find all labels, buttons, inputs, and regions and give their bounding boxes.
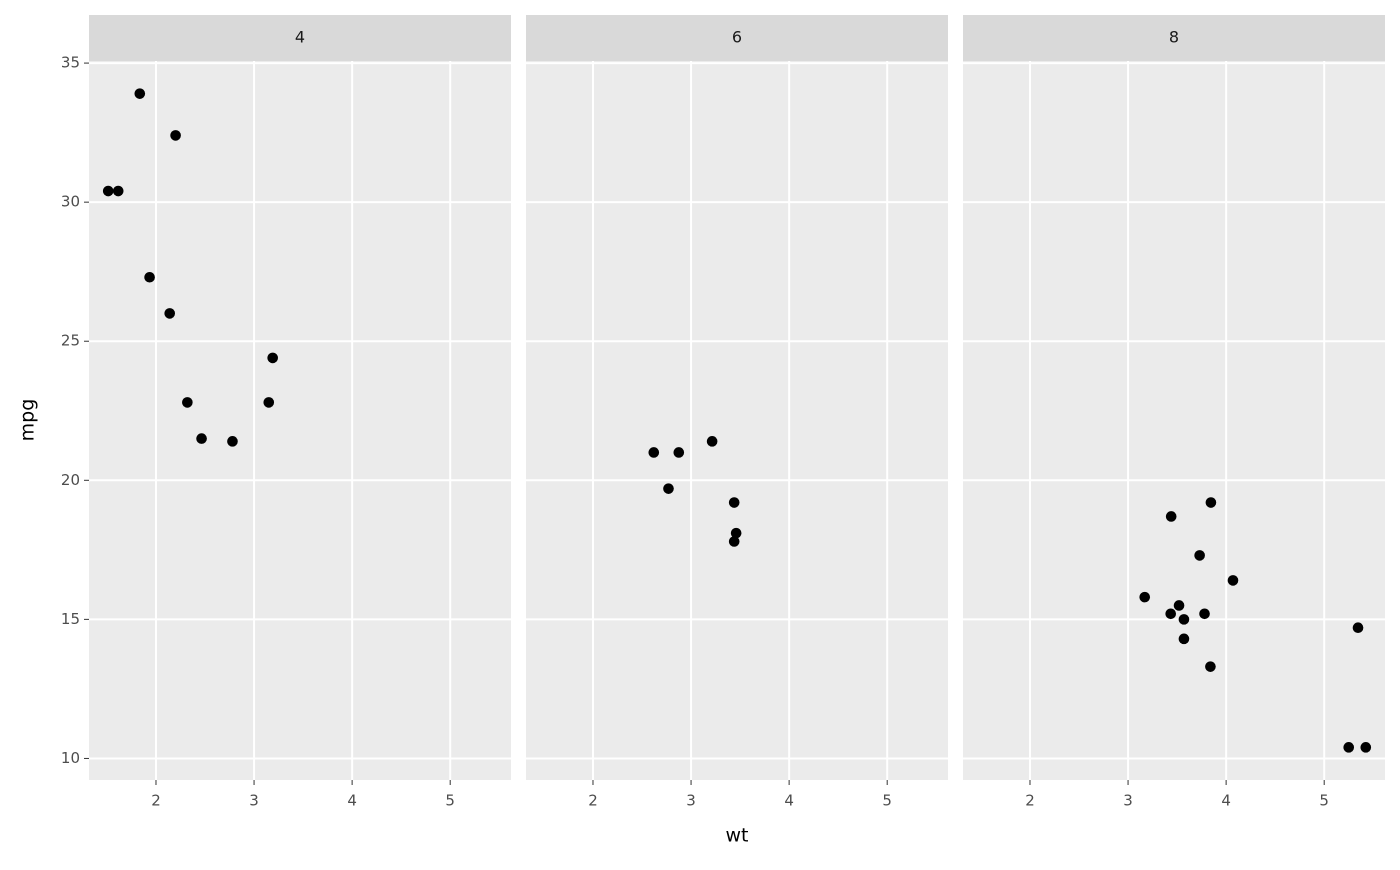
x-tick-label: 5 — [445, 792, 455, 810]
x-axis-title: wt — [726, 825, 749, 847]
x-tick-label: 3 — [249, 792, 259, 810]
point — [196, 433, 207, 444]
point — [1173, 600, 1185, 611]
point — [1178, 633, 1190, 645]
point — [730, 527, 742, 539]
point — [728, 536, 740, 547]
y-tick-label: 30 — [61, 193, 80, 211]
y-tick-label: 15 — [61, 610, 80, 628]
x-tick-label: 5 — [1319, 792, 1329, 810]
point — [144, 271, 155, 283]
point — [1205, 661, 1216, 672]
strip — [89, 15, 511, 61]
strip — [963, 15, 1385, 61]
panel — [963, 61, 1385, 780]
point — [673, 447, 685, 458]
x-tick-label: 2 — [151, 792, 161, 810]
point — [263, 397, 275, 408]
point — [1205, 497, 1217, 508]
y-tick-label: 25 — [61, 332, 80, 350]
strip-label: 4 — [295, 28, 305, 47]
y-tick-label: 20 — [61, 471, 80, 489]
y-tick-label: 10 — [61, 749, 80, 767]
x-tick-label: 3 — [1123, 792, 1133, 810]
point — [663, 483, 674, 494]
strip-label: 8 — [1169, 28, 1179, 47]
point — [706, 436, 718, 447]
point — [1194, 550, 1205, 561]
point — [182, 397, 193, 408]
point — [164, 308, 176, 319]
point — [1199, 608, 1210, 620]
point — [112, 185, 124, 197]
strip-label: 6 — [732, 28, 742, 47]
strip — [526, 15, 948, 61]
x-tick-label: 3 — [686, 792, 696, 810]
point — [227, 436, 238, 447]
point — [648, 447, 660, 458]
point — [1227, 575, 1239, 586]
point — [170, 130, 181, 141]
point — [1139, 591, 1151, 603]
point — [1178, 614, 1190, 625]
x-tick-label: 2 — [588, 792, 598, 810]
panel — [89, 61, 511, 780]
point — [1343, 742, 1355, 753]
point — [1165, 511, 1177, 522]
x-tick-label: 2 — [1025, 792, 1035, 810]
y-axis-title: mpg — [17, 399, 39, 442]
panel — [526, 61, 948, 780]
point — [728, 497, 740, 508]
point — [267, 352, 278, 364]
y-tick-label: 35 — [61, 54, 80, 72]
point — [1165, 608, 1177, 620]
point — [1352, 622, 1364, 634]
x-tick-label: 4 — [1221, 792, 1231, 810]
point — [1360, 742, 1372, 753]
x-tick-label: 5 — [882, 792, 892, 810]
point — [134, 88, 146, 99]
point — [102, 185, 114, 197]
x-tick-label: 4 — [784, 792, 794, 810]
x-tick-label: 4 — [347, 792, 357, 810]
